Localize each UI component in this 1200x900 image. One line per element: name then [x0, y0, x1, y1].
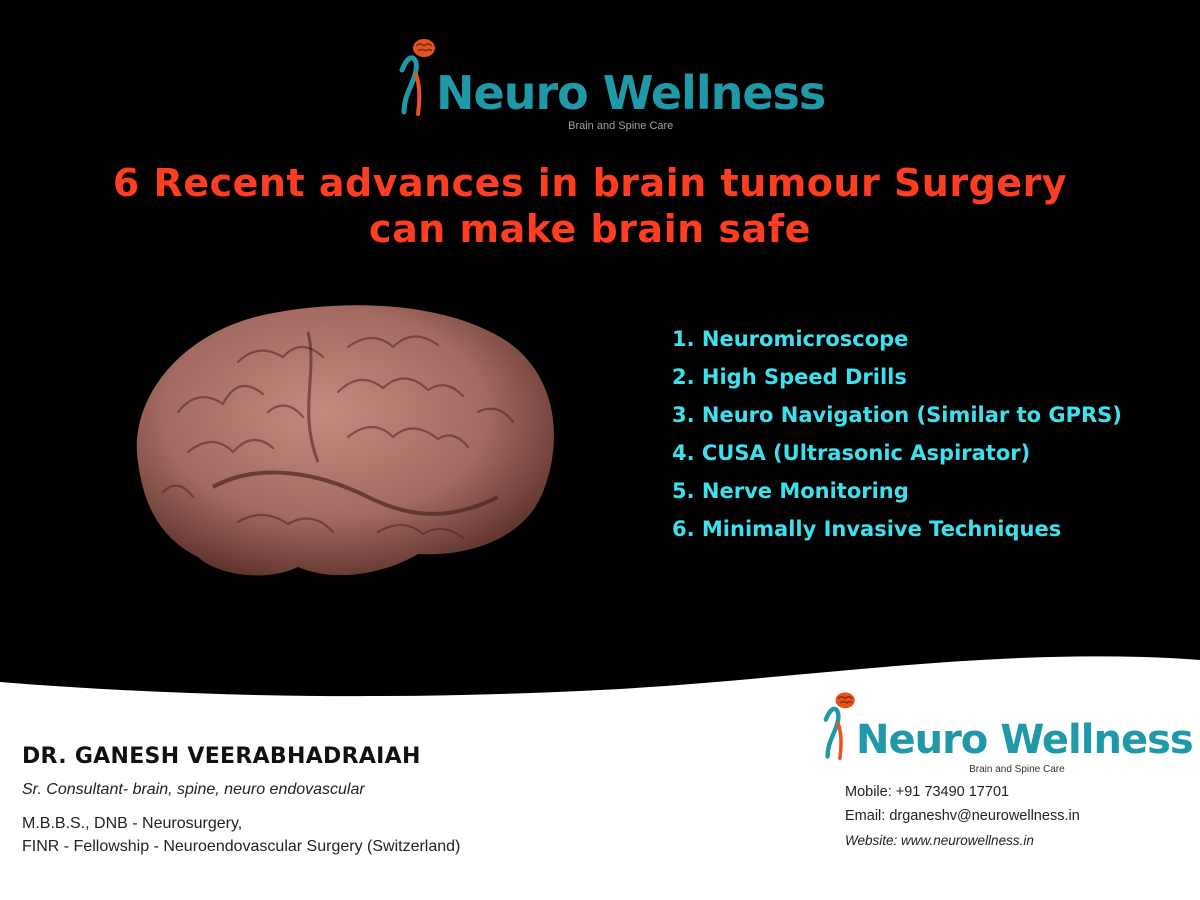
headline-line-2: can make brain safe	[369, 207, 811, 251]
brain-illustration	[136, 305, 554, 576]
contact-mobile: Mobile: +91 73490 17701	[845, 784, 1010, 800]
contact-email: Email: drganeshv@neurowellness.in	[845, 808, 1080, 824]
advance-item-6: 6. Minimally Invasive Techniques	[672, 517, 1062, 541]
advance-item-2: 2. High Speed Drills	[672, 365, 907, 389]
headline: 6 Recent advances in brain tumour Surger…	[80, 160, 1100, 252]
brand-name: Neuro Wellness	[856, 717, 1194, 763]
advance-item-3: 3. Neuro Navigation (Similar to GPRS)	[672, 403, 1122, 427]
advances-list: 1. Neuromicroscope 2. High Speed Drills …	[672, 320, 1122, 548]
brand-logo-bottom: Neuro Wellness Brain and Spine Care	[822, 688, 1194, 775]
doctor-qualification-1: M.B.B.S., DNB - Neurosurgery,	[22, 815, 243, 832]
brand-tagline: Brain and Spine Care	[568, 120, 674, 132]
brain-logo-icon	[399, 39, 435, 116]
brand-name: Neuro Wellness	[436, 66, 826, 120]
footer-background	[0, 656, 1200, 900]
advance-item-1: 1. Neuromicroscope	[672, 327, 909, 351]
contact-website: Website: www.neurowellness.in	[845, 833, 1034, 848]
doctor-name: DR. GANESH VEERABHADRAIAH	[22, 744, 421, 769]
doctor-qualification-2: FINR - Fellowship - Neuroendovascular Su…	[22, 838, 461, 855]
doctor-role: Sr. Consultant- brain, spine, neuro endo…	[22, 781, 365, 798]
brain-logo-icon	[823, 692, 855, 760]
brand-tagline: Brain and Spine Care	[969, 764, 1065, 775]
brand-logo-top: Neuro Wellness Brain and Spine Care	[398, 34, 826, 132]
advance-item-5: 5. Nerve Monitoring	[672, 479, 909, 503]
headline-line-1: 6 Recent advances in brain tumour Surger…	[112, 161, 1068, 205]
advance-item-4: 4. CUSA (Ultrasonic Aspirator)	[672, 441, 1031, 465]
